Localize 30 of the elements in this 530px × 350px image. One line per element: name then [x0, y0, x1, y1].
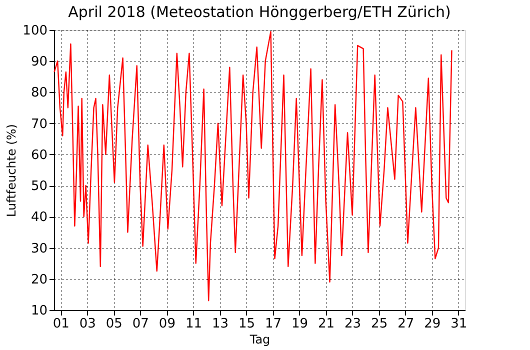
x-tick-label: 21: [318, 316, 335, 332]
y-tick-label: 30: [30, 241, 48, 256]
x-tick-label: 29: [424, 316, 441, 332]
x-tick-label: 25: [371, 316, 388, 332]
x-tick-label: 23: [344, 316, 362, 332]
x-axis-title: Tag: [248, 332, 270, 346]
x-tick-label: 11: [185, 316, 202, 332]
x-tick-label: 27: [398, 316, 414, 332]
y-tick-label: 20: [30, 272, 48, 288]
y-tick-label: 90: [30, 54, 48, 70]
chart-title: April 2018 (Meteostation Hönggerberg/ETH Zürich): [68, 3, 451, 21]
x-tick-label: 15: [238, 316, 256, 332]
y-axis-title: Luftfeuchte (%): [4, 124, 19, 217]
x-tick-label: 09: [158, 316, 176, 332]
x-tick-label: 19: [292, 316, 308, 332]
y-tick-label: 10: [30, 304, 48, 318]
x-tick-label: 01: [52, 316, 70, 332]
x-tick-label: 05: [106, 316, 122, 332]
x-tick-label: 31: [450, 316, 468, 332]
y-tick-label: 70: [30, 116, 48, 132]
x-tick-label: 03: [79, 316, 96, 332]
x-tick-label: 13: [212, 316, 228, 332]
x-tick-label: 07: [132, 316, 149, 332]
y-tick-label: 100: [22, 24, 48, 38]
x-tick-label: 17: [264, 316, 282, 332]
y-tick-label: 60: [30, 148, 48, 163]
y-tick-label: 80: [30, 86, 48, 101]
y-tick-label: 50: [30, 179, 48, 194]
line-series: [54, 30, 452, 302]
y-tick-label: 40: [30, 210, 48, 226]
